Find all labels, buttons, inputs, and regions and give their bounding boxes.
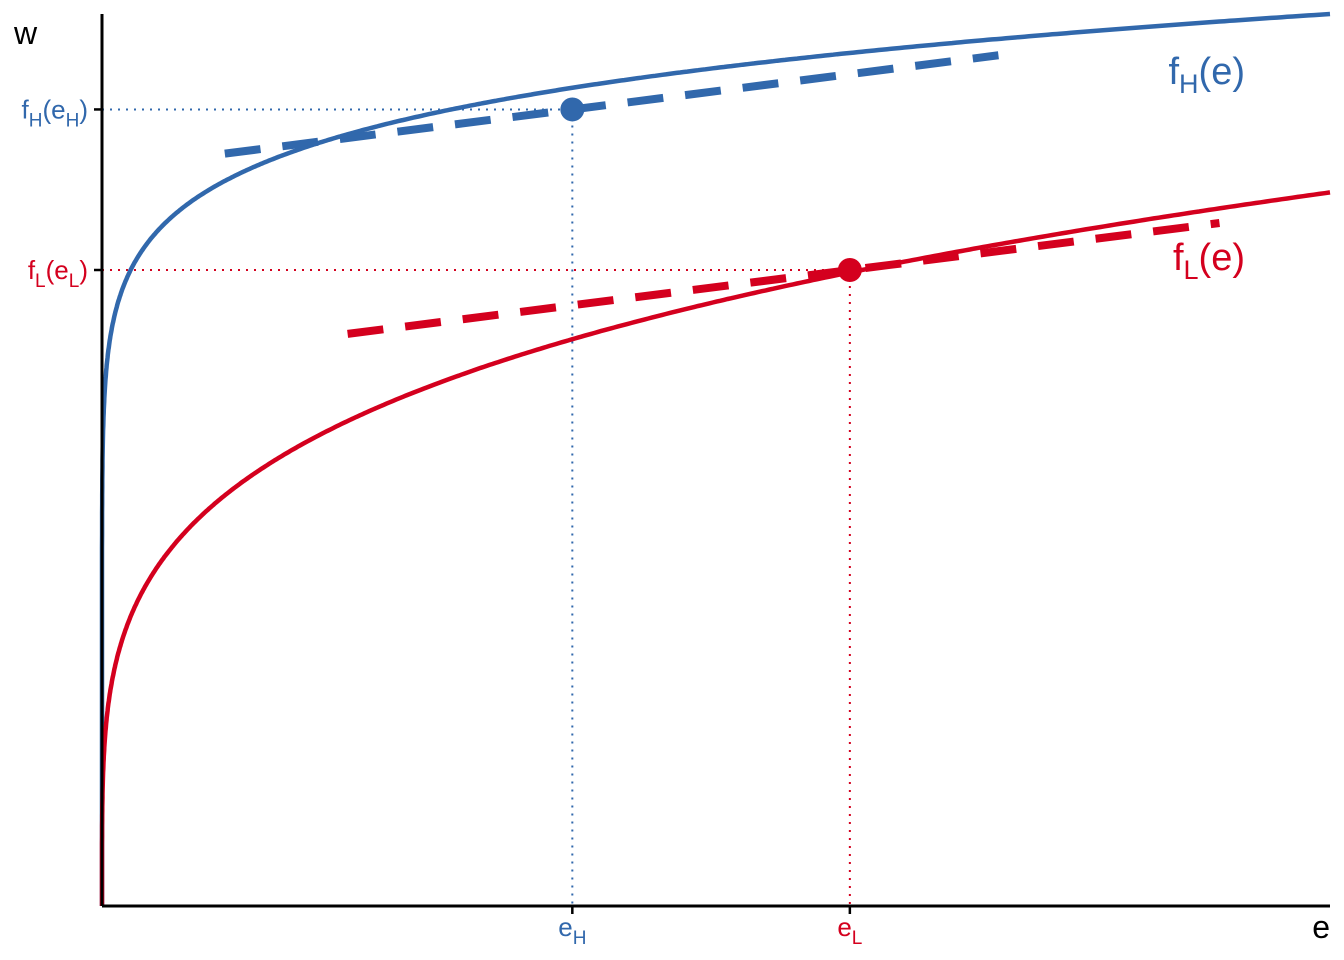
y-tick-labels: fH(eH) fL(eL) <box>22 94 89 292</box>
x-tick-label-e-l: eL <box>837 912 862 949</box>
x-axis-title: e <box>1312 909 1330 945</box>
points <box>560 97 862 283</box>
reference-lines <box>102 108 851 906</box>
f-l-curve-label: fL(e) <box>1173 237 1245 285</box>
axis-titles: w e <box>13 15 1330 945</box>
f-h-tangent-line <box>224 51 999 158</box>
f-l-curve <box>99 190 1331 906</box>
axes <box>94 14 1330 914</box>
y-axis-title: w <box>13 15 38 51</box>
f-l-optimum-point <box>837 258 862 283</box>
y-tick-label-f-l: fL(eL) <box>28 255 88 292</box>
f-h-curve <box>99 11 1331 906</box>
tangent-lines <box>224 51 1220 338</box>
curves <box>99 11 1331 906</box>
x-tick-labels: eH eL <box>558 912 862 949</box>
f-h-optimum-point <box>560 97 585 122</box>
f-l-tangent-line <box>347 219 1220 338</box>
y-tick-label-f-h: fH(eH) <box>22 94 89 131</box>
curve-labels: fH(e) fL(e) <box>1168 51 1245 285</box>
f-h-curve-label: fH(e) <box>1168 51 1245 99</box>
x-tick-label-e-h: eH <box>558 912 586 949</box>
